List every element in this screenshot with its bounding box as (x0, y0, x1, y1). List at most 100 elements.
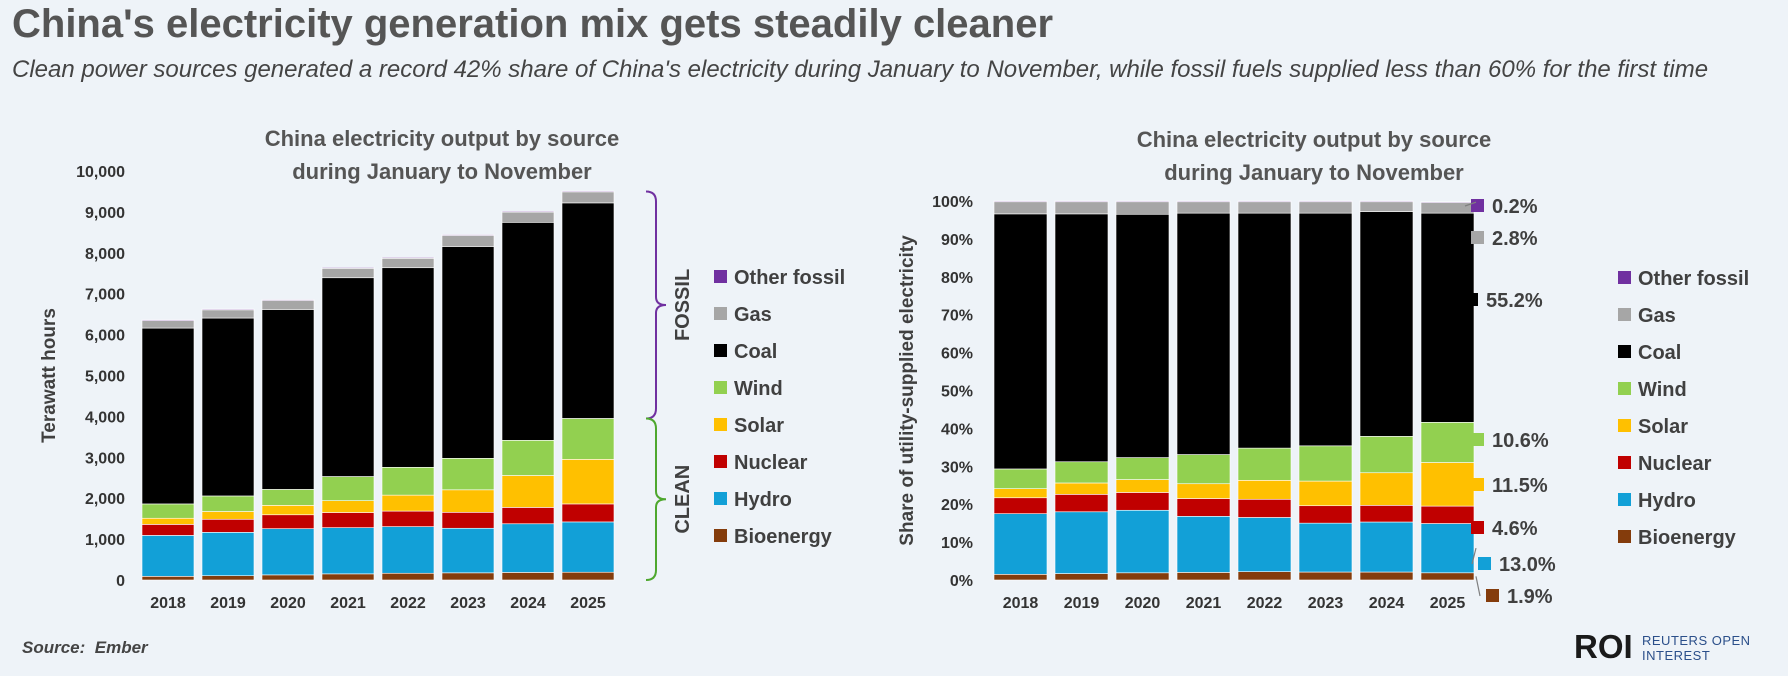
bar-solar-2018 (141, 517, 195, 525)
bar-bioenergy-2021 (321, 573, 375, 581)
value-label-gas: 2.8% (1492, 228, 1538, 250)
bar-coal-2018 (993, 213, 1048, 470)
value-swatch-solar (1471, 478, 1484, 491)
legend-label-nuclear: Nuclear (734, 452, 808, 474)
bar-nuclear-2019 (201, 518, 255, 533)
bar-solar-2021 (1176, 483, 1231, 499)
bar-bioenergy-2021 (1176, 572, 1231, 581)
bar-other-fossil-2025 (561, 190, 615, 193)
legend-swatch-other-fossil (1618, 271, 1631, 284)
bar-bioenergy-2024 (1359, 571, 1414, 581)
bar-nuclear-2018 (993, 497, 1048, 514)
bar-bioenergy-2018 (141, 576, 195, 581)
y-tick-label: 20% (941, 497, 973, 514)
bar-bioenergy-2022 (381, 572, 435, 581)
legend-label-gas: Gas (734, 304, 772, 326)
bar-wind-2021 (1176, 454, 1231, 485)
y-tick-label: 6,000 (85, 328, 125, 345)
bar-other-fossil-2019 (1054, 200, 1109, 203)
value-swatch-other-fossil (1471, 199, 1484, 212)
legend-label-bioenergy: Bioenergy (1638, 527, 1737, 549)
logo-line1: REUTERS OPEN (1642, 633, 1751, 648)
value-label-solar: 11.5% (1492, 475, 1548, 497)
value-label-coal: 55.2% (1486, 290, 1543, 312)
chart-2: China electricity output by source during… (897, 127, 1749, 612)
bar-nuclear-2019 (1054, 494, 1109, 513)
legend-swatch-gas (714, 307, 727, 320)
bar-coal-2021 (1176, 212, 1231, 455)
value-leader-bioenergy (1475, 576, 1481, 597)
x-tick-label: 2023 (450, 595, 486, 612)
bar-hydro-2018 (141, 535, 195, 577)
y-tick-label: 0 (116, 573, 125, 590)
bar-hydro-2018 (993, 513, 1048, 575)
value-leader-other-fossil (1464, 201, 1477, 207)
bar-other-fossil-2022 (1237, 200, 1292, 203)
y-tick-label: 9,000 (85, 205, 125, 222)
page-subtitle: Clean power sources generated a record 4… (12, 56, 1709, 83)
bar-hydro-2023 (1298, 522, 1353, 573)
bar-gas-2024 (1359, 201, 1414, 212)
page-title: China's electricity generation mix gets … (12, 2, 1054, 46)
bar-gas-2020 (1115, 201, 1170, 215)
legend-swatch-wind (1618, 382, 1631, 395)
bar-coal-2022 (381, 267, 435, 468)
y-tick-label: 0% (950, 573, 973, 590)
bar-nuclear-2021 (321, 512, 375, 528)
value-label-nuclear: 4.6% (1492, 518, 1538, 540)
bracket-label-fossil: FOSSIL (672, 269, 694, 341)
bar-coal-2023 (1298, 212, 1353, 447)
value-label-other-fossil: 0.2% (1492, 196, 1538, 218)
bar-nuclear-2022 (1237, 498, 1292, 518)
legend-swatch-nuclear (1618, 456, 1631, 469)
bar-hydro-2020 (1115, 509, 1170, 574)
legend-swatch-gas (1618, 308, 1631, 321)
bar-bioenergy-2023 (441, 572, 495, 581)
bar-hydro-2022 (381, 526, 435, 574)
y-tick-label: 2,000 (85, 491, 125, 508)
bar-coal-2024 (1359, 211, 1414, 437)
bar-wind-2018 (141, 503, 195, 519)
x-tick-label: 2018 (1003, 595, 1039, 612)
legend-label-coal: Coal (1638, 342, 1681, 364)
bar-other-fossil-2018 (141, 319, 195, 321)
legend-swatch-solar (714, 418, 727, 431)
bar-other-fossil-2023 (441, 234, 495, 236)
legend-swatch-bioenergy (1618, 530, 1631, 543)
y-tick-label: 80% (941, 270, 973, 287)
y-tick-label: 100% (932, 194, 973, 211)
value-label-wind: 10.6% (1492, 430, 1549, 452)
legend-label-bioenergy: Bioenergy (734, 526, 833, 548)
y-tick-label: 90% (941, 232, 973, 249)
bar-hydro-2019 (201, 532, 255, 577)
legend-swatch-wind (714, 381, 727, 394)
bar-coal-2022 (1237, 212, 1292, 449)
bar-wind-2019 (201, 495, 255, 512)
x-tick-label: 2022 (390, 595, 426, 612)
bracket-clean (645, 417, 667, 581)
logo-mark: ROI (1574, 628, 1633, 665)
bar-nuclear-2021 (1176, 498, 1231, 517)
bar-solar-2021 (321, 500, 375, 513)
bar-coal-2025 (561, 202, 615, 419)
value-swatch-wind (1471, 433, 1484, 446)
bar-coal-2023 (441, 246, 495, 459)
value-label-bioenergy: 1.9% (1507, 586, 1553, 608)
y-tick-label: 60% (941, 346, 973, 363)
legend-swatch-solar (1618, 419, 1631, 432)
bar-nuclear-2024 (501, 507, 555, 525)
bar-wind-2021 (321, 476, 375, 501)
x-tick-label: 2024 (510, 595, 546, 612)
y-axis-label: Share of utility-supplied electricity (897, 235, 918, 546)
bar-nuclear-2022 (381, 510, 435, 527)
bar-nuclear-2025 (561, 503, 615, 523)
bar-other-fossil-2020 (1115, 200, 1170, 203)
bar-coal-2019 (1054, 213, 1109, 463)
bar-other-fossil-2020 (261, 299, 315, 301)
bar-hydro-2022 (1237, 517, 1292, 572)
bar-other-fossil-2019 (201, 308, 255, 311)
bar-other-fossil-2021 (321, 267, 375, 269)
bar-bioenergy-2024 (501, 572, 555, 581)
bar-gas-2025 (1420, 202, 1475, 214)
